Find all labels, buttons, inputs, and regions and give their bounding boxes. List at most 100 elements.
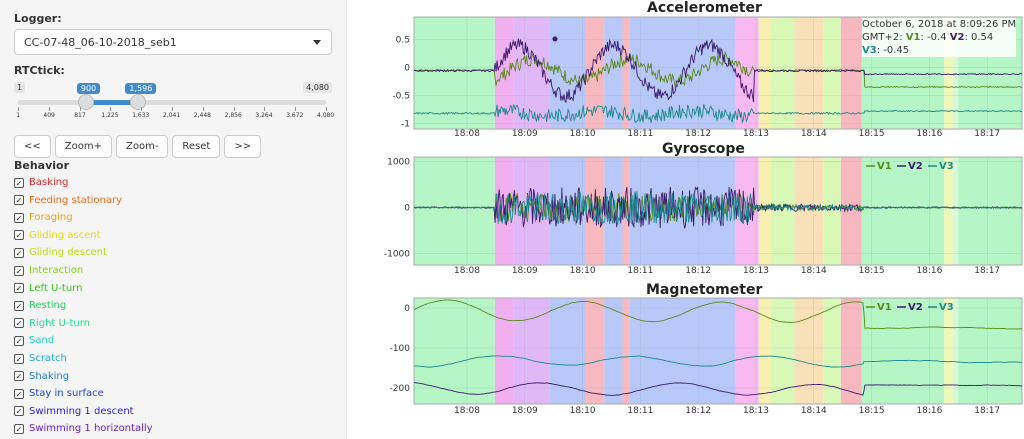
behavior-item[interactable]: ✓ Left U-turn [14,280,82,297]
behavior-band [823,298,841,404]
behavior-item-label: Shaking [29,370,70,382]
behavior-item-label: Feeding stationary [29,194,123,206]
back-button[interactable]: << [14,135,51,158]
x-tick-label: 18:10 [570,129,596,139]
behavior-checkbox[interactable]: ✓ [14,388,24,399]
slider-high-bubble: 1,596 [125,83,157,94]
reset-button[interactable]: Reset [172,135,221,158]
behavior-item-label: Sand [29,335,55,347]
tooltip-v2-label: V2 [949,32,965,43]
slider-tick-label: 4,080 [317,112,335,119]
behavior-item-label: Swimming 1 horizontally [29,423,153,435]
x-tick-label: 18:16 [916,406,942,416]
behavior-checkbox[interactable]: ✓ [14,265,24,276]
behavior-item-label: Foraging [29,212,73,224]
logger-select[interactable]: CC-07-48_06-10-2018_seb1 [14,29,332,55]
slider-tick-mark [110,107,112,111]
slider-tick-label: 1,225 [101,112,119,119]
behavior-band [952,17,959,129]
series-line-v1 [413,50,1023,89]
behavior-band [604,298,623,404]
behavior-item[interactable]: ✓ Sand [14,332,54,349]
behavior-item[interactable]: ✓ Gliding descent [14,244,107,261]
behavior-checkbox[interactable]: ✓ [14,406,24,417]
behavior-band [771,157,795,265]
behavior-band [604,157,623,265]
slider-handle-high[interactable] [130,94,147,110]
slider-handle-low[interactable] [77,94,94,110]
behavior-checkbox[interactable]: ✓ [14,371,24,382]
slider-tick-label: 409 [43,112,55,119]
x-tick-label: 18:15 [859,406,885,416]
slider-tick-mark [326,107,327,111]
slider-tick-mark [202,107,204,111]
slider-track[interactable] [18,100,326,105]
tooltip-date: October 6, 2018 at 8:09:26 PM [862,19,1017,30]
x-tick-label: 18:13 [743,266,769,276]
hover-tooltip: October 6, 2018 at 8:09:26 PM GMT+2: V1:… [862,18,1017,57]
behavior-checkbox[interactable]: ✓ [14,318,24,329]
hover-point-marker [552,36,558,42]
behavior-band [794,157,824,265]
behavior-checkbox[interactable]: ✓ [14,300,24,311]
behavior-band [944,298,953,404]
behavior-item[interactable]: ✓ Resting [14,297,66,314]
forward-button[interactable]: >> [224,135,262,158]
button-bar: << Zoom+ Zoom- Reset >> [14,135,262,158]
behavior-band [771,17,795,129]
behavior-item[interactable]: ✓ Interaction [14,262,83,279]
behavior-item[interactable]: ✓ Swimming 1 descent [14,403,134,420]
x-tick-label: 18:14 [801,129,827,139]
series-line-v3 [413,355,1023,368]
behavior-item[interactable]: ✓ Shaking [14,368,69,385]
behavior-item[interactable]: ✓ Gliding ascent [14,227,101,244]
behavior-checkbox[interactable]: ✓ [14,177,24,188]
behavior-checkbox[interactable]: ✓ [14,212,24,223]
behavior-checkbox[interactable]: ✓ [14,283,24,294]
behavior-band [414,157,495,265]
behavior-item-label: Resting [29,300,67,312]
behavior-band [861,157,945,265]
behavior-band [944,17,953,129]
behavior-band [840,298,862,404]
behavior-band [944,157,953,265]
behavior-item[interactable]: ✓ Stay in surface [14,385,104,402]
behavior-item-label: Swimming 1 descent [29,405,134,417]
behavior-checkbox[interactable]: ✓ [14,423,24,434]
behavior-checkbox[interactable]: ✓ [14,353,24,364]
behavior-item[interactable]: ✓ Scratch [14,350,67,367]
behavior-band [823,17,841,129]
x-tick-label: 18:09 [512,266,538,276]
behavior-checkbox[interactable]: ✓ [14,230,24,241]
behavior-item[interactable]: ✓ Swimming 1 horizontally [14,420,153,437]
x-tick-label: 18:14 [801,406,827,416]
legend-label-v2: V2 [908,161,923,172]
x-tick-label: 18:15 [859,266,885,276]
behavior-checkbox[interactable]: ✓ [14,335,24,346]
logger-select-value: CC-07-48_06-10-2018_seb1 [24,36,177,49]
x-tick-label: 18:13 [743,406,769,416]
rtctick-slider[interactable]: 1 4,080 900 1,596 1 409 817 1,225 1,633 2,041… [14,80,335,130]
behavior-item[interactable]: ✓ Foraging [14,209,73,226]
zoom-in-button[interactable]: Zoom+ [54,135,112,158]
legend-label-v3: V3 [939,302,954,313]
behavior-item-label: Stay in surface [29,388,104,400]
behavior-checkbox[interactable]: ✓ [14,195,24,206]
zoom-out-button[interactable]: Zoom- [115,135,169,158]
slider-tick-mark [233,107,235,111]
behavior-checkbox[interactable]: ✓ [14,247,24,258]
x-tick-label: 18:11 [627,129,653,139]
behavior-item[interactable]: ✓ Right U-turn [14,315,90,332]
series-line-v2 [413,382,1023,396]
tooltip-v3-value: : -0.45 [876,45,910,56]
behavior-band [952,298,959,404]
legend-label-v2: V2 [908,302,923,313]
behavior-item-label: Gliding ascent [29,229,101,241]
tooltip-values: GMT+2: V1: -0.4 V2: 0.54 [862,31,1016,44]
y-tick-label: 0 [404,304,410,314]
behavior-item[interactable]: ✓ Feeding stationary [14,192,122,209]
behavior-item[interactable]: ✓ Basking [14,174,68,191]
slider-tick-mark [18,107,19,111]
behavior-band [758,17,772,129]
